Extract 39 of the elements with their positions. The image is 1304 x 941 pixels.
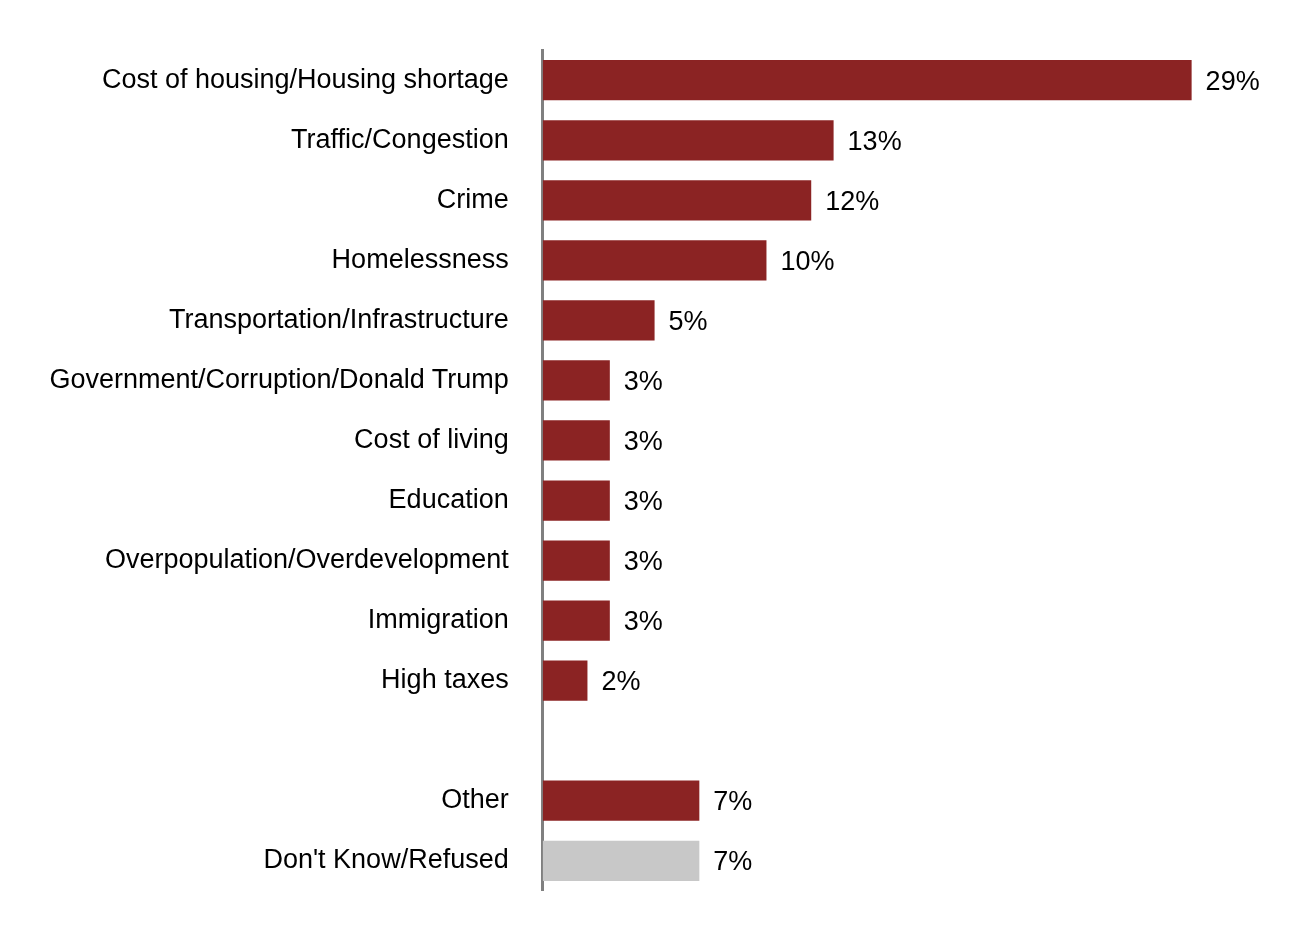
data-label: 13% xyxy=(847,125,902,156)
bar xyxy=(542,540,610,581)
y-tick-label: Cost of housing/Housing shortage xyxy=(101,63,509,94)
data-label: 5% xyxy=(668,305,708,336)
y-tick-label: Government/Corruption/Donald Trump xyxy=(49,363,509,394)
y-tick-label: Homelessness xyxy=(331,243,509,274)
y-tick-label: Transportation/Infrastructure xyxy=(169,303,509,334)
data-label: 12% xyxy=(825,185,880,216)
data-label: 2% xyxy=(601,666,641,697)
y-tick-label: Other xyxy=(441,784,509,815)
data-label: 7% xyxy=(713,846,753,877)
bar xyxy=(542,840,700,881)
bar xyxy=(542,480,610,521)
bar xyxy=(542,780,700,821)
bar xyxy=(542,180,812,221)
data-label: 10% xyxy=(780,245,835,276)
data-label: 29% xyxy=(1205,65,1260,96)
y-tick-label: Crime xyxy=(436,183,509,214)
bar xyxy=(542,660,588,701)
data-label: 3% xyxy=(623,365,663,396)
bar xyxy=(542,60,1192,101)
bar xyxy=(542,420,610,461)
y-tick-label: Overpopulation/Overdevelopment xyxy=(104,544,510,575)
data-label: 3% xyxy=(623,425,663,456)
bar xyxy=(542,120,834,161)
y-tick-label: Traffic/Congestion xyxy=(291,123,509,154)
y-tick-label: Education xyxy=(388,483,509,514)
y-tick-label: Immigration xyxy=(367,604,509,635)
y-tick-label: Don't Know/Refused xyxy=(263,844,509,875)
bar xyxy=(542,300,655,341)
y-tick-label: High taxes xyxy=(381,664,509,695)
data-label: 3% xyxy=(623,606,663,637)
bar xyxy=(542,240,767,281)
bar xyxy=(542,360,610,401)
data-label: 7% xyxy=(713,786,753,817)
data-label: 3% xyxy=(623,546,663,577)
bar xyxy=(542,600,610,641)
y-tick-label: Cost of living xyxy=(354,423,509,454)
data-label: 3% xyxy=(623,485,663,516)
